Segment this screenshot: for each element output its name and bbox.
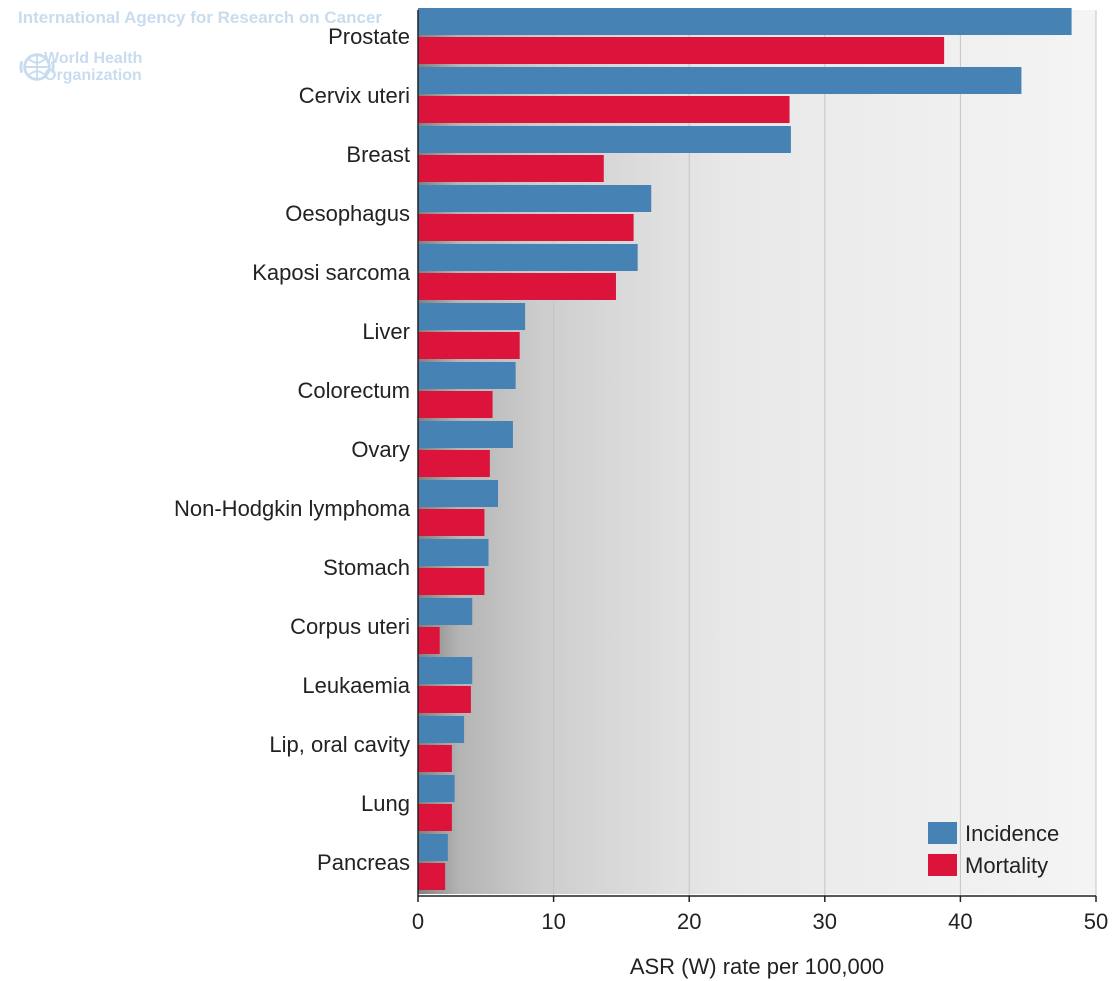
- y-tick-label: Colorectum: [298, 378, 410, 403]
- y-tick-label: Cervix uteri: [299, 83, 410, 108]
- legend-label-incidence: Incidence: [965, 821, 1059, 846]
- y-tick-labels: Prostate Cervix uteri Breast Oesophagus Kapo…: [174, 24, 411, 875]
- y-tick-label: Kaposi sarcoma: [252, 260, 411, 285]
- bar-incidence-pancreas: [418, 834, 448, 861]
- bar-mortality-liver: [418, 332, 520, 359]
- bar-incidence-lip-oral-cavity: [418, 716, 465, 743]
- y-tick-label: Ovary: [351, 437, 410, 462]
- y-tick-label: Breast: [346, 142, 410, 167]
- bar-incidence-breast: [418, 126, 791, 153]
- bar-incidence-prostate: [418, 8, 1072, 35]
- bar-incidence-liver: [418, 303, 526, 330]
- bar-mortality-leukaemia: [418, 686, 471, 713]
- bar-mortality-oesophagus: [418, 214, 634, 241]
- y-tick-label: Leukaemia: [302, 673, 410, 698]
- bar-mortality-prostate: [418, 37, 945, 64]
- bar-incidence-corpus-uteri: [418, 598, 473, 625]
- x-tick-labels: 0 10 20 30 40 50: [412, 896, 1108, 934]
- x-tick-label: 0: [412, 909, 424, 934]
- watermark: International Agency for Research on Can…: [18, 8, 383, 84]
- x-tick-label: 20: [677, 909, 701, 934]
- legend: Incidence Mortality: [928, 821, 1059, 878]
- bar-incidence-ovary: [418, 421, 513, 448]
- bar-mortality-cervix-uteri: [418, 96, 790, 123]
- bar-mortality-non-hodgkin-lymphoma: [418, 509, 485, 536]
- legend-label-mortality: Mortality: [965, 853, 1048, 878]
- bar-incidence-oesophagus: [418, 185, 652, 212]
- y-tick-label: Liver: [362, 319, 410, 344]
- y-tick-label: Lip, oral cavity: [269, 732, 410, 757]
- bar-mortality-corpus-uteri: [418, 627, 440, 654]
- bar-mortality-ovary: [418, 450, 490, 477]
- bar-mortality-colorectum: [418, 391, 493, 418]
- bar-incidence-stomach: [418, 539, 489, 566]
- bar-incidence-lung: [418, 775, 455, 802]
- x-tick-label: 10: [541, 909, 565, 934]
- org-watermark-text: World Health Organization: [44, 50, 143, 84]
- bar-mortality-kaposi-sarcoma: [418, 273, 616, 300]
- legend-swatch-incidence: [928, 822, 957, 844]
- bar-incidence-non-hodgkin-lymphoma: [418, 480, 499, 507]
- x-tick-label: 50: [1084, 909, 1108, 934]
- bar-mortality-pancreas: [418, 863, 446, 890]
- y-tick-label: Lung: [361, 791, 410, 816]
- y-tick-label: Prostate: [328, 24, 410, 49]
- agency-watermark-text: International Agency for Research on Can…: [18, 8, 383, 27]
- bar-mortality-lung: [418, 804, 452, 831]
- bar-mortality-breast: [418, 155, 604, 182]
- y-tick-label: Stomach: [323, 555, 410, 580]
- y-tick-label: Non-Hodgkin lymphoma: [174, 496, 411, 521]
- bar-mortality-stomach: [418, 568, 485, 595]
- legend-swatch-mortality: [928, 854, 957, 876]
- y-tick-label: Corpus uteri: [290, 614, 410, 639]
- x-tick-label: 30: [813, 909, 837, 934]
- y-tick-label: Pancreas: [317, 850, 410, 875]
- bar-mortality-lip-oral-cavity: [418, 745, 452, 772]
- bar-incidence-colorectum: [418, 362, 516, 389]
- x-axis-label: ASR (W) rate per 100,000: [630, 954, 884, 979]
- bar-incidence-leukaemia: [418, 657, 473, 684]
- bars: [418, 8, 1072, 890]
- who-emblem-icon: [19, 53, 55, 81]
- bar-incidence-kaposi-sarcoma: [418, 244, 638, 271]
- x-tick-label: 40: [948, 909, 972, 934]
- y-tick-label: Oesophagus: [285, 201, 410, 226]
- bar-incidence-cervix-uteri: [418, 67, 1022, 94]
